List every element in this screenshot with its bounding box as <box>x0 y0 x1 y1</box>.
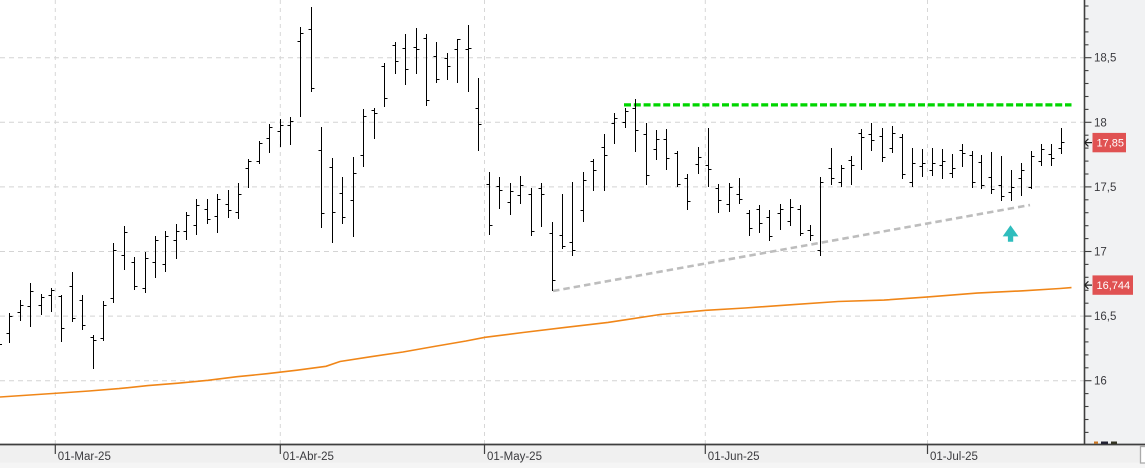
svg-text:01-May-25: 01-May-25 <box>487 451 542 463</box>
svg-text:17,85: 17,85 <box>1097 138 1125 150</box>
svg-text:16: 16 <box>1094 376 1107 388</box>
svg-text:16,744: 16,744 <box>1097 280 1131 292</box>
svg-text:18,5: 18,5 <box>1094 53 1116 65</box>
svg-text:01-Jun-25: 01-Jun-25 <box>708 451 760 463</box>
svg-text:01-Mar-25: 01-Mar-25 <box>58 451 111 463</box>
svg-text:01-Jul-25: 01-Jul-25 <box>930 451 978 463</box>
svg-text:01-Abr-25: 01-Abr-25 <box>283 451 334 463</box>
svg-text:17,5: 17,5 <box>1094 182 1116 194</box>
svg-text:16,5: 16,5 <box>1094 311 1116 323</box>
svg-text:17: 17 <box>1094 247 1107 259</box>
svg-text:18: 18 <box>1094 117 1107 129</box>
